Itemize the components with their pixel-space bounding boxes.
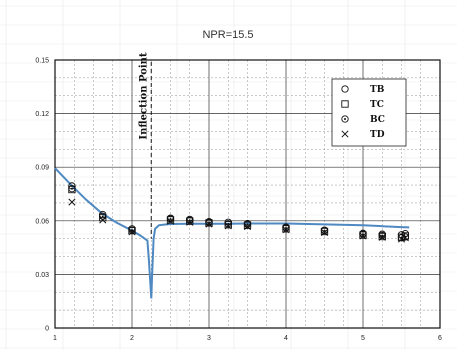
y-tick-label: 0.15 <box>35 58 49 65</box>
point-bc-dot <box>227 222 230 225</box>
point-bc <box>186 216 194 224</box>
inflection-label: Inflection Point <box>138 52 149 140</box>
x-tick-label: 5 <box>361 335 365 342</box>
point-bc-ring <box>359 230 367 238</box>
legend-label-tb: TB <box>370 85 385 95</box>
x-tick-label: 1 <box>53 335 57 342</box>
point-bc-ring <box>128 226 136 234</box>
point-td <box>243 222 252 231</box>
legend-label-bc: BC <box>370 115 385 125</box>
point-bc <box>243 220 252 229</box>
fit-curve <box>54 167 410 299</box>
point-bc <box>320 226 329 235</box>
point-td <box>378 233 386 241</box>
point-td <box>320 228 329 236</box>
point-td <box>401 234 409 242</box>
legend-marker-tb <box>341 85 349 93</box>
point-td <box>397 235 406 243</box>
inflection-annotation: Inflection Point <box>138 52 152 239</box>
y-tick-label: 0 <box>45 326 49 333</box>
point-td <box>166 217 175 225</box>
data-markers <box>68 182 409 243</box>
point-td <box>359 232 367 240</box>
y-tick-label: 0.12 <box>35 111 49 118</box>
point-bc <box>128 226 136 234</box>
legend-marker-bc-ring <box>341 115 349 123</box>
x-tick-label: 6 <box>438 335 442 342</box>
point-bc-dot <box>285 226 287 229</box>
point-bc-dot <box>381 234 384 237</box>
x-tick-labels: 1 2 3 4 5 6 <box>53 335 442 342</box>
point-bc <box>68 184 76 193</box>
legend-marker-bc <box>341 115 349 123</box>
y-tick-label: 0.03 <box>35 272 49 279</box>
point-bc-ring <box>320 226 329 235</box>
point-td <box>128 228 136 236</box>
x-tick-label: 2 <box>130 335 134 342</box>
point-bc <box>378 231 386 240</box>
point-bc-dot <box>188 219 191 222</box>
point-td <box>68 198 76 206</box>
point-bc-dot <box>323 229 326 232</box>
point-bc <box>359 230 367 238</box>
y-tick-label: 0.09 <box>35 165 49 172</box>
point-bc-dot <box>246 223 249 226</box>
x-tick-label: 3 <box>207 335 211 342</box>
point-td <box>99 216 107 224</box>
point-bc-dot <box>362 233 364 236</box>
point-bc-ring <box>224 220 232 228</box>
chart-title: NPR=15.5 <box>202 29 253 41</box>
point-bc-ring <box>378 231 386 240</box>
legend-label-tc: TC <box>370 100 384 110</box>
legend-marker-bc-dot <box>344 118 346 120</box>
point-bc-ring <box>401 233 409 241</box>
legend-label-td: TD <box>370 130 385 140</box>
y-tick-labels: 0 0.03 0.06 0.09 0.12 0.15 <box>35 58 49 333</box>
point-bc-dot <box>101 215 104 218</box>
point-bc-ring <box>205 218 213 227</box>
point-td <box>186 218 194 226</box>
x-tick-label: 4 <box>284 335 288 342</box>
axes <box>54 59 441 329</box>
point-bc-dot <box>70 187 73 190</box>
point-td <box>282 226 290 234</box>
y-tick-label: 0.06 <box>35 218 49 225</box>
legend-marker-td <box>341 130 349 138</box>
point-bc-ring <box>166 215 175 223</box>
point-bc-ring <box>68 184 76 193</box>
point-bc-ring <box>282 224 290 232</box>
point-bc-ring <box>243 220 252 229</box>
legend-marker-tc <box>341 100 349 108</box>
point-bc <box>166 215 175 223</box>
point-td <box>224 222 232 230</box>
plot-frame <box>54 59 441 329</box>
point-td <box>205 220 213 228</box>
point-bc-dot <box>169 218 172 221</box>
point-bc-ring <box>186 216 194 224</box>
point-bc <box>224 220 232 228</box>
point-bc <box>282 224 290 232</box>
legend: TB TC BC TD <box>331 78 407 147</box>
point-bc-dot <box>131 229 133 232</box>
